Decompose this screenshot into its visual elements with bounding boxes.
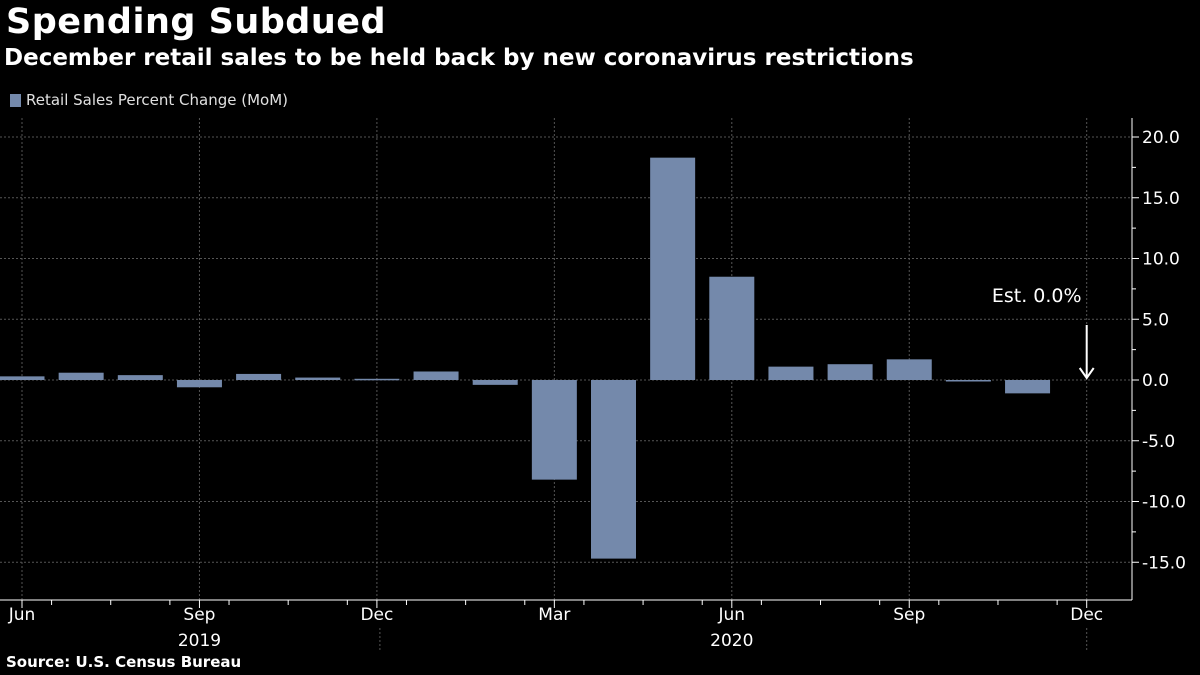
y-tick-label: 0.0 <box>1142 371 1169 391</box>
source-note: Source: U.S. Census Bureau <box>6 653 242 671</box>
axis-layer: 20.0 15.0 10.0 5.0 0.0 -5.0 -10.0 -15.0 Jun Sep De… <box>0 118 1186 652</box>
x-tick-label: Sep <box>183 605 215 625</box>
y-tick-label: 10.0 <box>1142 250 1180 270</box>
bar <box>413 371 459 380</box>
y-tick-label: -10.0 <box>1142 493 1186 513</box>
bar <box>176 380 222 388</box>
bar <box>827 364 873 380</box>
bar <box>1005 380 1051 394</box>
legend-swatch <box>10 93 21 107</box>
bar <box>58 372 104 380</box>
x-tick-label: Dec <box>360 605 393 625</box>
bar <box>591 380 636 559</box>
y-tick-label: -15.0 <box>1142 553 1186 573</box>
x-tick-label: Dec <box>1070 605 1103 625</box>
bar <box>886 359 932 380</box>
bar <box>768 366 814 380</box>
down-arrow-icon <box>1078 367 1095 380</box>
legend: Retail Sales Percent Change (MoM) <box>10 91 288 109</box>
bar <box>531 380 577 480</box>
legend-label: Retail Sales Percent Change (MoM) <box>26 91 289 109</box>
annotation-layer: Est. 0.0% <box>992 285 1095 380</box>
year-label: 2019 <box>178 631 221 651</box>
bar <box>117 375 163 380</box>
x-tick-label: Jun <box>718 605 746 625</box>
year-label: 2020 <box>710 631 753 651</box>
chart-title: Spending Subdued <box>6 2 387 42</box>
bar <box>945 380 991 382</box>
x-tick-label: Sep <box>893 605 925 625</box>
annotation-label: Est. 0.0% <box>992 285 1082 307</box>
grid-layer <box>0 118 1132 600</box>
bar <box>709 276 755 380</box>
bar <box>354 378 400 381</box>
y-tick-label: 15.0 <box>1142 189 1180 209</box>
x-tick-label: Mar <box>538 605 570 625</box>
bar <box>0 376 45 380</box>
y-tick-label: -5.0 <box>1142 432 1175 452</box>
y-tick-label: 5.0 <box>1142 310 1169 330</box>
x-tick-label: Jun <box>8 605 36 625</box>
bar <box>650 157 696 380</box>
chart-subtitle: December retail sales to be held back by… <box>4 45 914 71</box>
bar <box>295 377 341 380</box>
bar <box>236 373 282 380</box>
bar <box>472 380 518 385</box>
bars-layer <box>0 157 1051 559</box>
y-tick-label: 20.0 <box>1142 128 1180 148</box>
